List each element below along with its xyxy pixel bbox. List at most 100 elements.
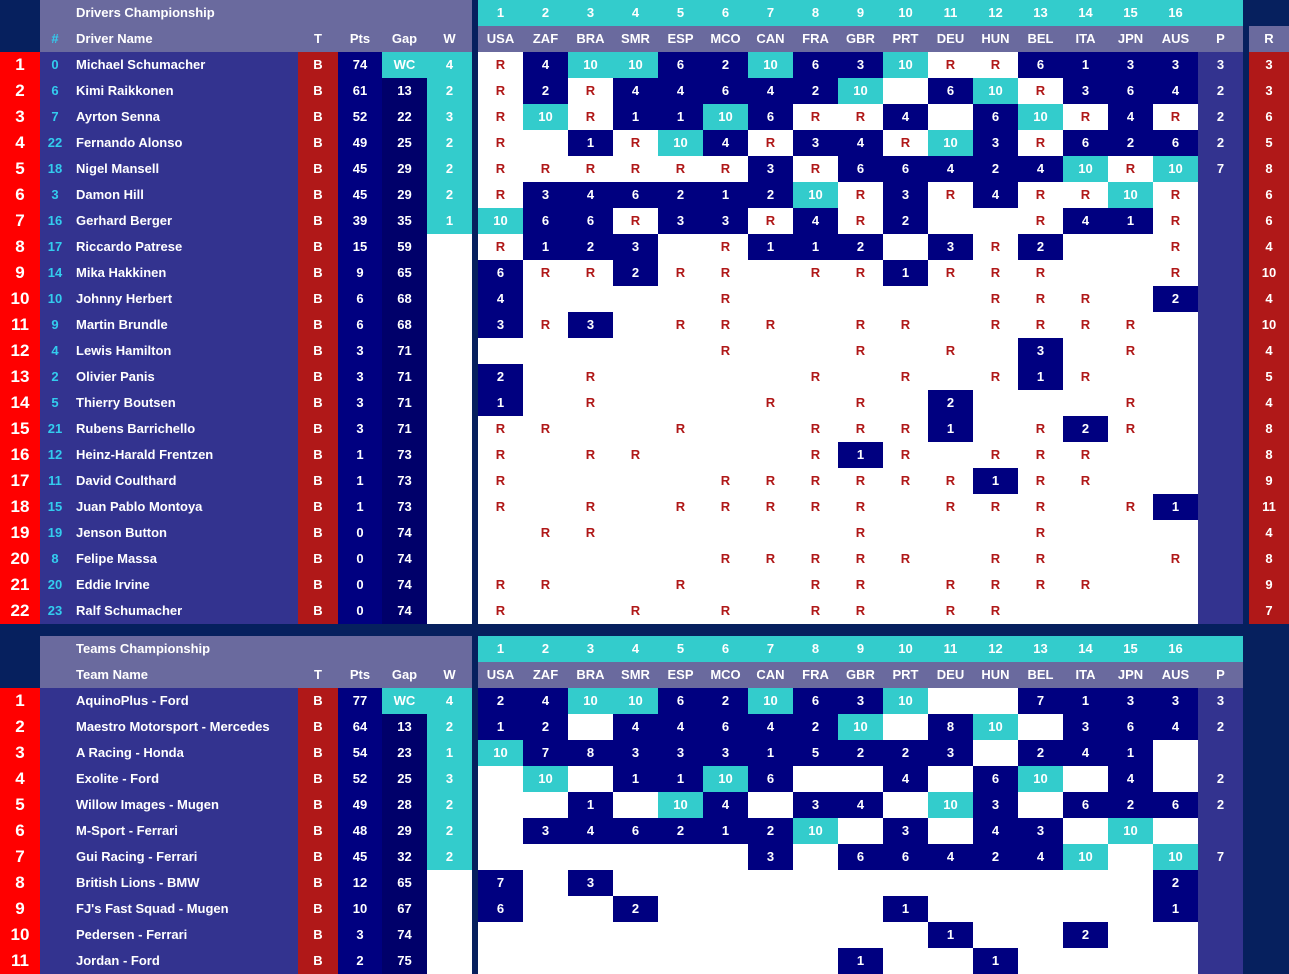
- race-result: R: [1018, 78, 1063, 104]
- race-code: HUN: [973, 26, 1018, 52]
- race-result: R: [658, 572, 703, 598]
- race-result: R: [1063, 312, 1108, 338]
- points: 49: [338, 130, 382, 156]
- race-result: 1: [748, 234, 793, 260]
- race-result: R: [973, 546, 1018, 572]
- race-result: 4: [658, 714, 703, 740]
- gap: 13: [382, 714, 427, 740]
- race-result: [523, 922, 568, 948]
- race-result: 3: [748, 844, 793, 870]
- race-result: R: [1108, 338, 1153, 364]
- race-result: R: [568, 494, 613, 520]
- race-result: R: [793, 494, 838, 520]
- race-result: 2: [1018, 740, 1063, 766]
- name: Nigel Mansell: [70, 156, 298, 182]
- race-code: ZAF: [523, 26, 568, 52]
- race-result: R: [748, 208, 793, 234]
- race-result: [658, 234, 703, 260]
- points: 2: [338, 948, 382, 974]
- wins: 2: [427, 792, 472, 818]
- race-result: R: [1153, 234, 1198, 260]
- race-result: R: [973, 312, 1018, 338]
- wins: [427, 572, 472, 598]
- race-result: R: [1153, 104, 1198, 130]
- race-result: R: [478, 104, 523, 130]
- position: 8: [0, 234, 40, 260]
- race-code: USA: [478, 26, 523, 52]
- position: 6: [0, 818, 40, 844]
- name: Maestro Motorsport - Mercedes: [40, 714, 298, 740]
- race-result: [973, 416, 1018, 442]
- race-code: PRT: [883, 26, 928, 52]
- race-result: [928, 104, 973, 130]
- driver-row: 10 10 Johnny Herbert B 6 68 4 R R R R 2 4: [0, 286, 1289, 312]
- race-result: R: [928, 468, 973, 494]
- race-result: 10: [973, 78, 1018, 104]
- team-type: B: [298, 156, 338, 182]
- race-result: 3: [1153, 52, 1198, 78]
- r-count: 4: [1249, 234, 1289, 260]
- race-number: 15: [1108, 636, 1153, 662]
- wins: 4: [427, 688, 472, 714]
- race-result: 4: [703, 792, 748, 818]
- name: Eddie Irvine: [70, 572, 298, 598]
- race-result: R: [1108, 390, 1153, 416]
- race-result: [613, 468, 658, 494]
- car-number: 11: [40, 468, 70, 494]
- p-count: 7: [1198, 156, 1243, 182]
- race-result: [658, 844, 703, 870]
- column-header-row: # Driver Name T Pts Gap W USA ZAF BRA SMR ESP MCO CA…: [0, 26, 1289, 52]
- race-result: 10: [658, 130, 703, 156]
- race-result: 6: [883, 156, 928, 182]
- race-result: R: [1063, 572, 1108, 598]
- race-number: 12: [973, 636, 1018, 662]
- race-result: 3: [1108, 688, 1153, 714]
- race-result: 3: [838, 688, 883, 714]
- race-result: 4: [613, 714, 658, 740]
- name: David Coulthard: [70, 468, 298, 494]
- r-count: 8: [1249, 546, 1289, 572]
- team-row: 1 AquinoPlus - Ford B 77 WC 4 2 4 10 10 6 2 10 6 3 10 7 1…: [0, 688, 1289, 714]
- team-type: B: [298, 78, 338, 104]
- race-result: [1063, 520, 1108, 546]
- team-type: B: [298, 494, 338, 520]
- name: Juan Pablo Montoya: [70, 494, 298, 520]
- race-result: 2: [1018, 234, 1063, 260]
- points: 3: [338, 338, 382, 364]
- team-type: B: [298, 714, 338, 740]
- race-result: [658, 922, 703, 948]
- race-result: R: [1018, 572, 1063, 598]
- race-result: 10: [793, 818, 838, 844]
- car-number: 19: [40, 520, 70, 546]
- race-result: [478, 766, 523, 792]
- race-number: 11: [928, 0, 973, 26]
- race-code: FRA: [793, 26, 838, 52]
- gap: 22: [382, 104, 427, 130]
- gap: 67: [382, 896, 427, 922]
- race-result: [793, 896, 838, 922]
- position: 16: [0, 442, 40, 468]
- p-count: [1198, 468, 1243, 494]
- p-count: [1198, 818, 1243, 844]
- race-result: 3: [1153, 688, 1198, 714]
- team-type: B: [298, 234, 338, 260]
- team-row: 7 Gui Racing - Ferrari B 45 32 2 3 6 6 4 2 4 10 10 7: [0, 844, 1289, 870]
- race-result: 4: [928, 156, 973, 182]
- race-result: R: [568, 156, 613, 182]
- race-result: [1153, 948, 1198, 974]
- wins: 2: [427, 130, 472, 156]
- race-result: 3: [793, 130, 838, 156]
- p-count: [1198, 896, 1243, 922]
- gap: 74: [382, 598, 427, 624]
- race-result: [658, 338, 703, 364]
- race-result: R: [478, 572, 523, 598]
- race-code: SMR: [613, 26, 658, 52]
- race-result: 10: [1063, 156, 1108, 182]
- race-result: 10: [973, 714, 1018, 740]
- race-result: 6: [658, 688, 703, 714]
- name: Willow Images - Mugen: [40, 792, 298, 818]
- p-count: [1198, 338, 1243, 364]
- position: 21: [0, 572, 40, 598]
- race-result: [1153, 338, 1198, 364]
- team-type: B: [298, 896, 338, 922]
